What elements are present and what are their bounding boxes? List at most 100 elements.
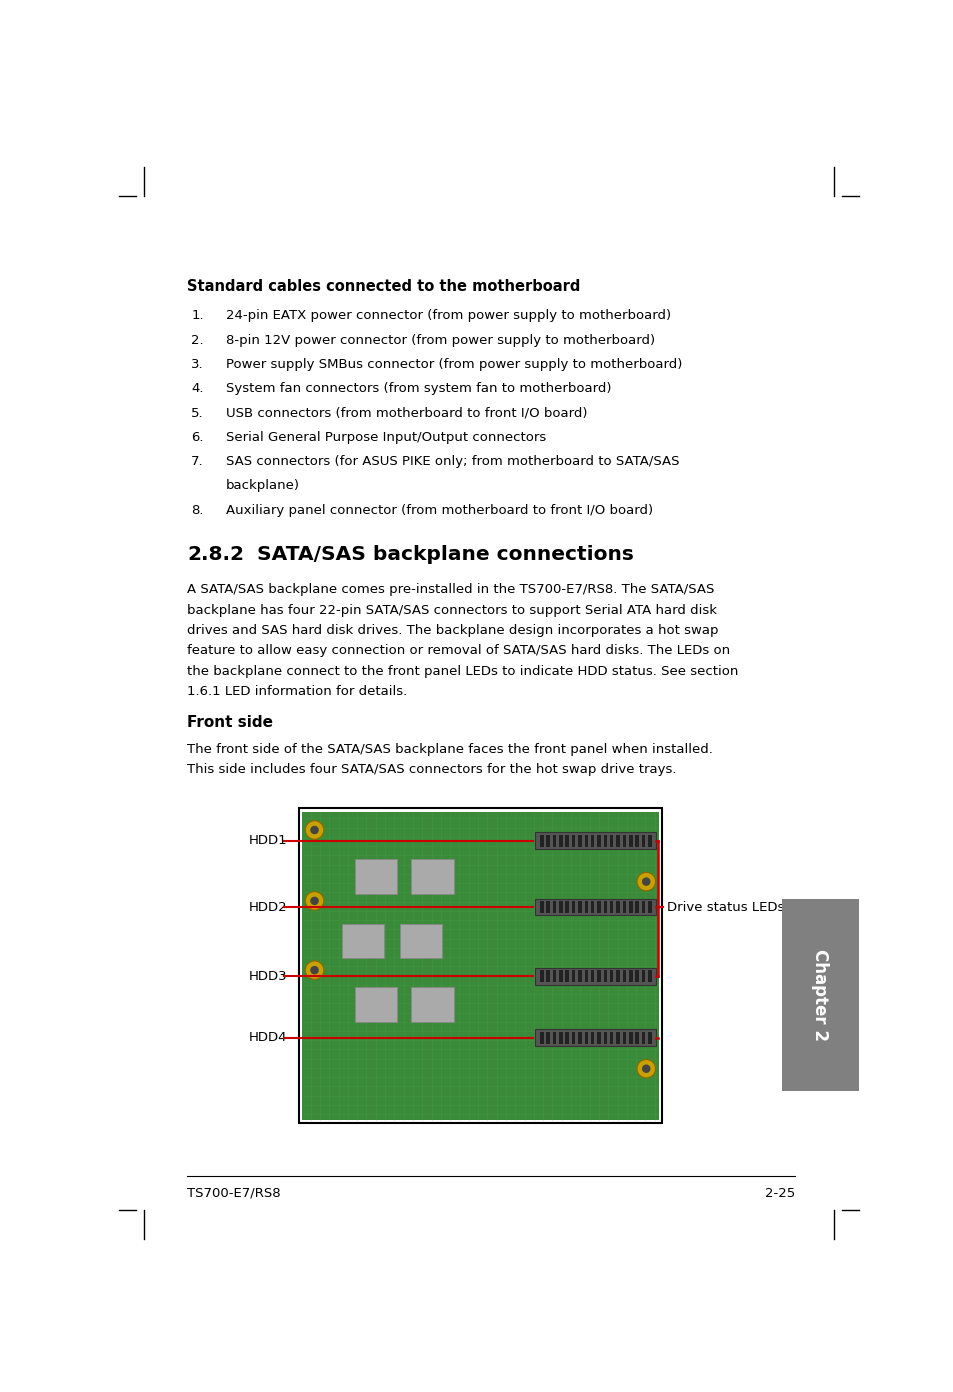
Circle shape (310, 825, 318, 834)
Text: This side includes four SATA/SAS connectors for the hot swap drive trays.: This side includes four SATA/SAS connect… (187, 763, 677, 775)
Bar (539, 1031, 543, 1044)
Text: 6.: 6. (192, 430, 204, 444)
Text: 1.: 1. (192, 309, 204, 323)
Text: 3.: 3. (192, 358, 204, 372)
Bar (558, 1031, 562, 1044)
Text: Front side: Front side (187, 715, 274, 729)
Bar (565, 901, 568, 913)
Bar (302, 812, 658, 1121)
Bar (603, 901, 606, 913)
Bar (647, 835, 651, 846)
Text: SAS connectors (for ASUS PIKE only; from motherboard to SATA/SAS: SAS connectors (for ASUS PIKE only; from… (226, 455, 679, 468)
Circle shape (305, 892, 323, 910)
Text: HDD4: HDD4 (249, 1031, 287, 1044)
Text: USB connectors (from motherboard to front I/O board): USB connectors (from motherboard to fron… (226, 406, 587, 419)
Bar (571, 1031, 575, 1044)
Bar (571, 901, 575, 913)
Text: Serial General Purpose Input/Output connectors: Serial General Purpose Input/Output conn… (226, 430, 546, 444)
Bar (628, 1031, 632, 1044)
Bar (628, 970, 632, 983)
Bar (597, 970, 600, 983)
Text: 8-pin 12V power connector (from power supply to motherboard): 8-pin 12V power connector (from power su… (226, 334, 655, 347)
Bar (616, 835, 619, 846)
Bar (411, 859, 454, 894)
Circle shape (310, 966, 318, 974)
Text: 5.: 5. (192, 406, 204, 419)
Bar (628, 901, 632, 913)
Bar (609, 901, 613, 913)
Bar (603, 970, 606, 983)
Text: System fan connectors (from system fan to motherboard): System fan connectors (from system fan t… (226, 383, 611, 395)
Bar (565, 835, 568, 846)
Bar (781, 899, 858, 1091)
Bar (641, 970, 644, 983)
Bar (597, 835, 600, 846)
Bar (535, 1030, 655, 1047)
Bar (571, 835, 575, 846)
Text: HDD2: HDD2 (249, 901, 287, 913)
Bar (535, 899, 655, 916)
Bar (552, 970, 556, 983)
Text: Auxiliary panel connector (from motherboard to front I/O board): Auxiliary panel connector (from motherbo… (226, 504, 653, 516)
Bar (535, 832, 655, 849)
Bar (399, 923, 442, 958)
Bar (641, 1031, 644, 1044)
Bar (578, 835, 581, 846)
Bar (609, 1031, 613, 1044)
Text: 1.6.1 LED information for details.: 1.6.1 LED information for details. (187, 685, 407, 699)
Text: TS700-E7/RS8: TS700-E7/RS8 (187, 1186, 281, 1200)
Text: Standard cables connected to the motherboard: Standard cables connected to the motherb… (187, 278, 580, 294)
Text: drives and SAS hard disk drives. The backplane design incorporates a hot swap: drives and SAS hard disk drives. The bac… (187, 624, 719, 638)
Bar (539, 970, 543, 983)
Bar (597, 1031, 600, 1044)
Bar (628, 835, 632, 846)
Text: Power supply SMBus connector (from power supply to motherboard): Power supply SMBus connector (from power… (226, 358, 681, 372)
Bar (341, 923, 384, 958)
Bar (622, 1031, 625, 1044)
Bar (565, 970, 568, 983)
Bar (558, 970, 562, 983)
Circle shape (310, 896, 318, 905)
Text: the backplane connect to the front panel LEDs to indicate HDD status. See sectio: the backplane connect to the front panel… (187, 665, 738, 678)
Bar (609, 970, 613, 983)
Bar (609, 835, 613, 846)
Bar (635, 1031, 639, 1044)
Text: 2.: 2. (192, 334, 204, 347)
Circle shape (641, 877, 650, 885)
Bar (616, 1031, 619, 1044)
Bar (584, 1031, 587, 1044)
Bar (590, 901, 594, 913)
Bar (539, 901, 543, 913)
Circle shape (637, 873, 655, 891)
Bar (616, 970, 619, 983)
Bar (571, 970, 575, 983)
Bar (635, 835, 639, 846)
Bar (622, 970, 625, 983)
Bar (558, 835, 562, 846)
Bar (558, 901, 562, 913)
Bar (546, 901, 549, 913)
Text: A SATA/SAS backplane comes pre-installed in the TS700-E7/RS8. The SATA/SAS: A SATA/SAS backplane comes pre-installed… (187, 583, 714, 596)
Bar (535, 967, 655, 984)
Circle shape (641, 1065, 650, 1073)
Bar (635, 901, 639, 913)
Text: Drive status LEDs: Drive status LEDs (666, 901, 783, 913)
Bar (622, 835, 625, 846)
Text: HDD3: HDD3 (249, 970, 287, 983)
Text: backplane has four 22-pin SATA/SAS connectors to support Serial ATA hard disk: backplane has four 22-pin SATA/SAS conne… (187, 604, 717, 617)
Bar (546, 1031, 549, 1044)
Bar (647, 901, 651, 913)
Bar (603, 1031, 606, 1044)
Circle shape (305, 821, 323, 839)
Bar (616, 901, 619, 913)
Bar (552, 835, 556, 846)
Bar (641, 835, 644, 846)
Text: 4.: 4. (192, 383, 204, 395)
Circle shape (637, 1059, 655, 1077)
Bar (552, 1031, 556, 1044)
Bar (355, 987, 397, 1022)
Text: feature to allow easy connection or removal of SATA/SAS hard disks. The LEDs on: feature to allow easy connection or remo… (187, 644, 730, 657)
Bar (578, 970, 581, 983)
Bar (546, 970, 549, 983)
Text: The front side of the SATA/SAS backplane faces the front panel when installed.: The front side of the SATA/SAS backplane… (187, 742, 713, 756)
